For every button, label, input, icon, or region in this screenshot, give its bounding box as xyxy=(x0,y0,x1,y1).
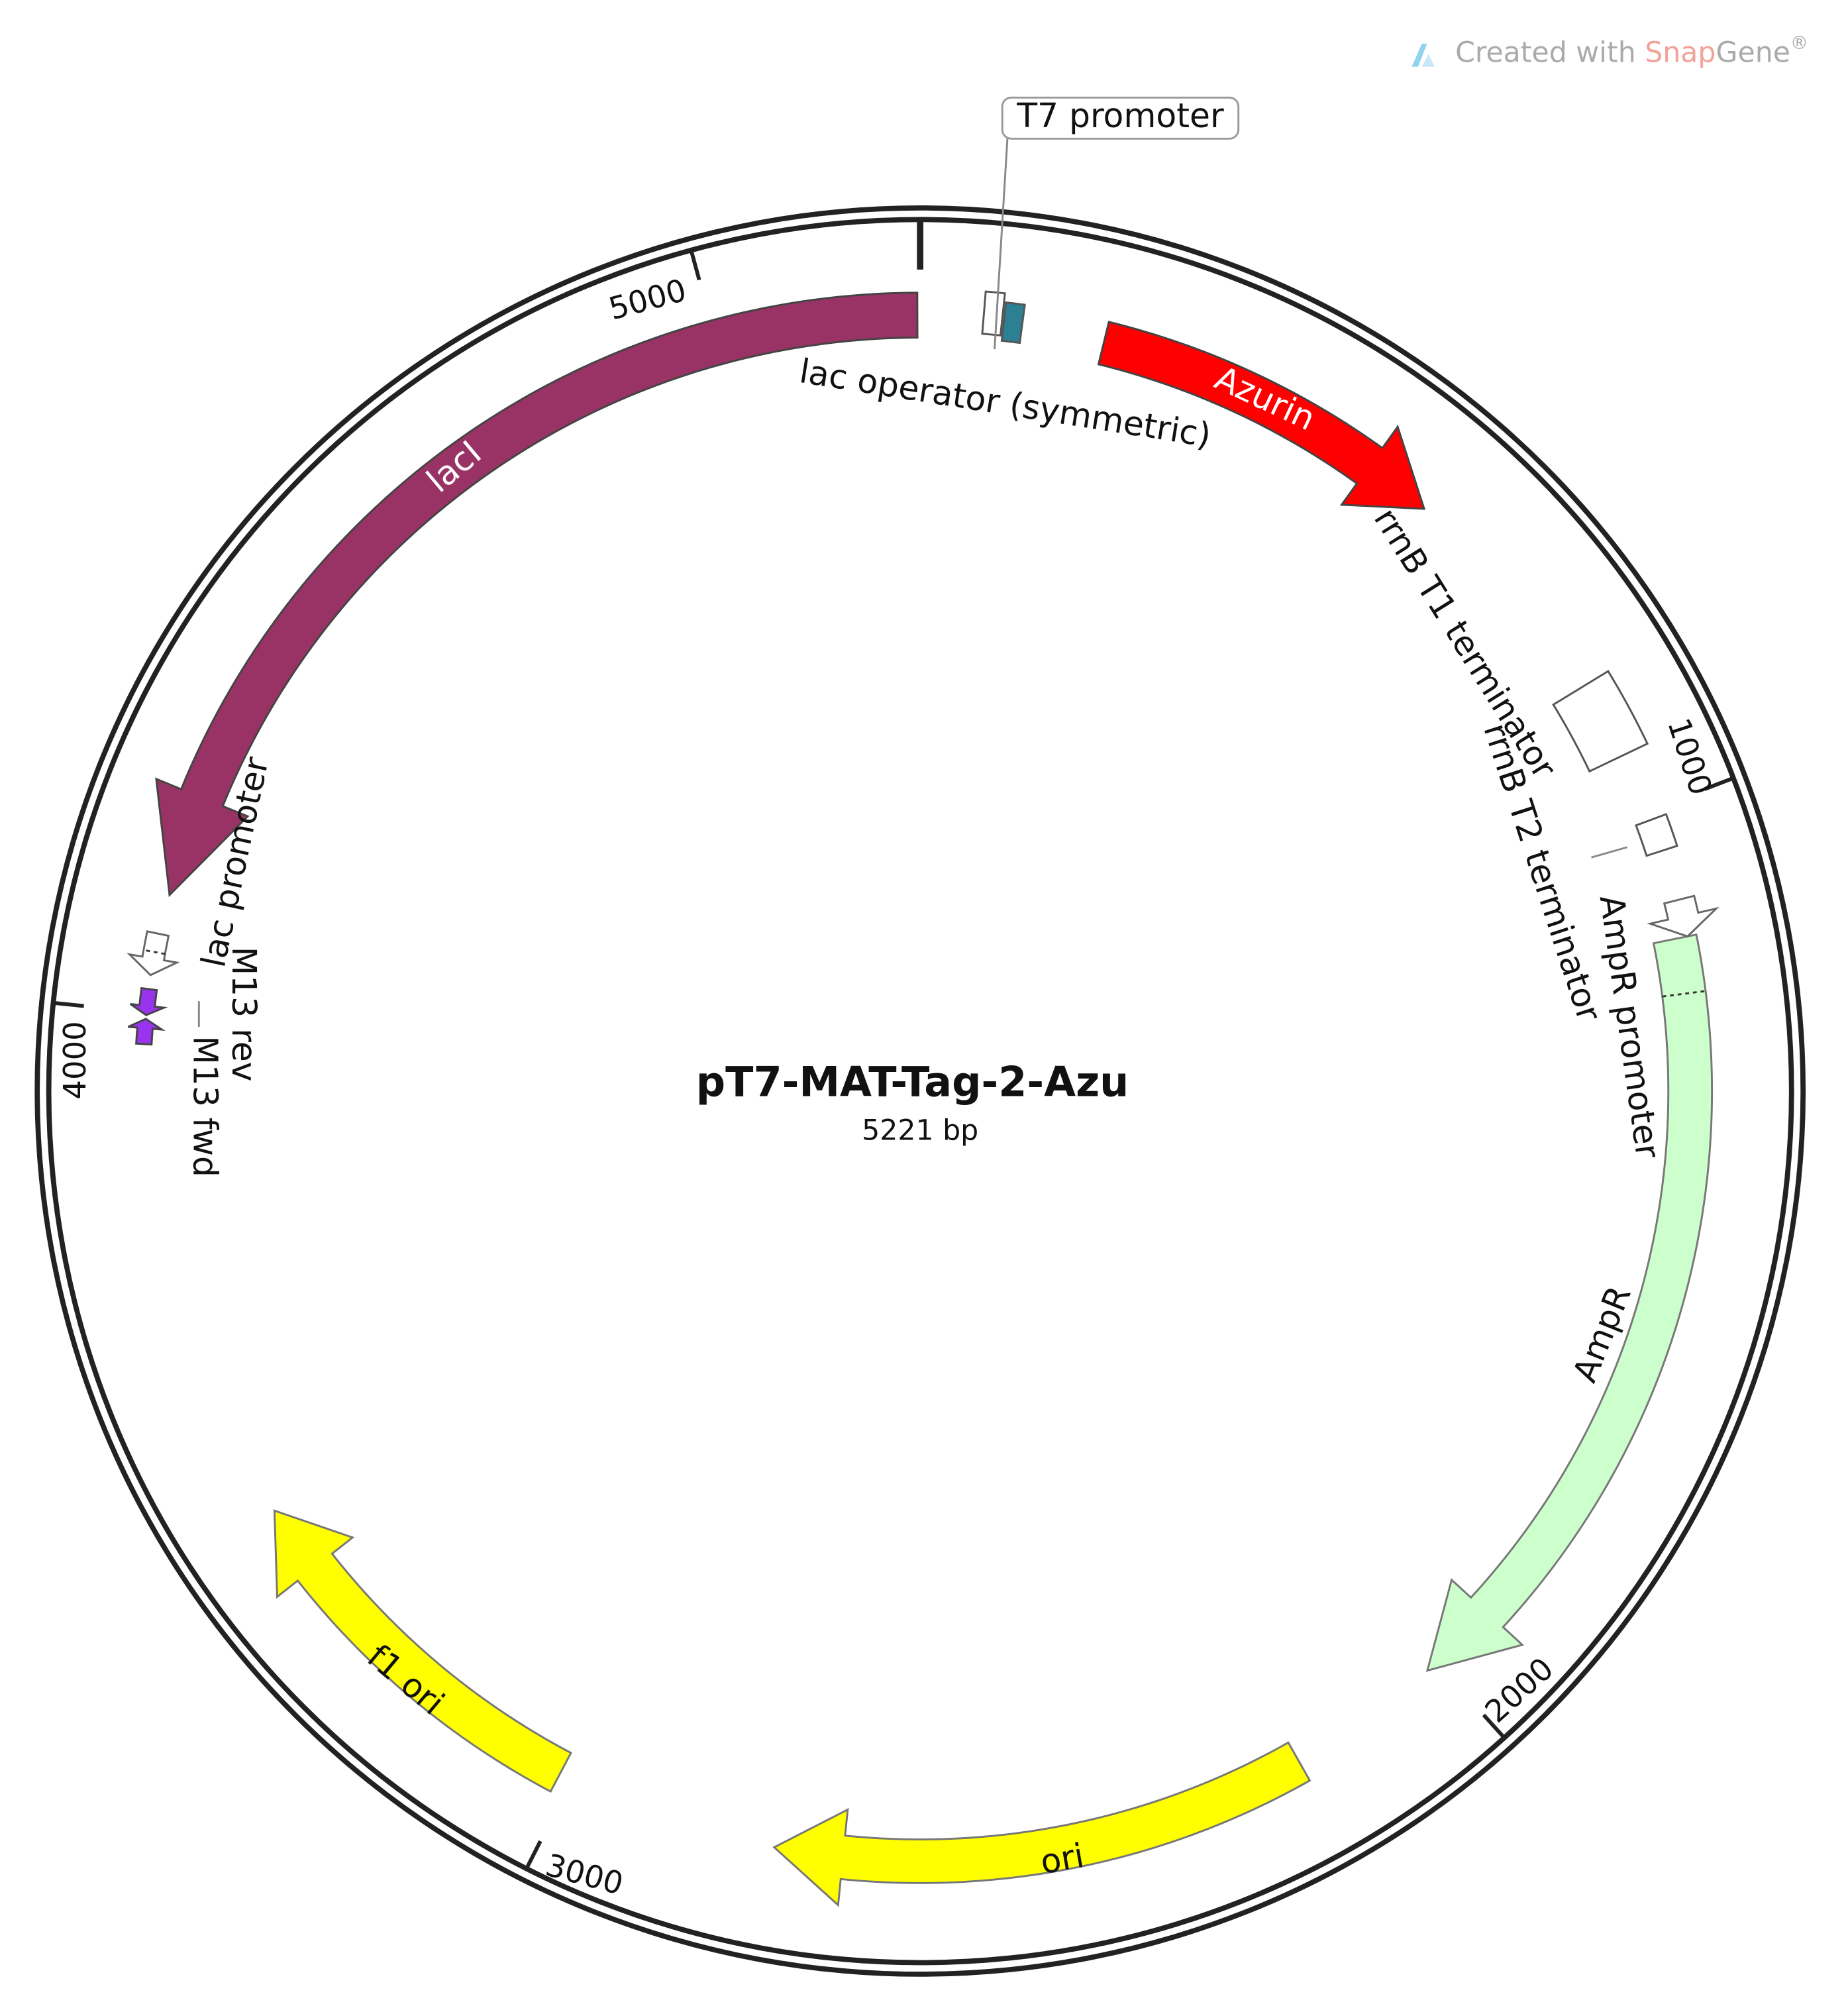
watermark-text: Created with SnapGene® xyxy=(1455,32,1808,68)
feature-divider xyxy=(143,949,166,955)
feature-arrow xyxy=(155,292,919,898)
ruler-label: 5000 xyxy=(605,272,690,327)
feature-label: AmpR promoter xyxy=(1592,892,1668,1161)
feature-label: T7 promoter xyxy=(1016,96,1224,135)
leader-line xyxy=(994,138,1009,350)
ruler-label: 4000 xyxy=(57,1021,93,1099)
ruler-tick xyxy=(1704,776,1735,791)
feature-label: ori xyxy=(1037,1836,1087,1882)
feature-box xyxy=(1552,670,1649,773)
watermark-prefix: Created with xyxy=(1455,36,1645,69)
feature-arrow xyxy=(129,986,168,1016)
feature-box xyxy=(1000,301,1026,344)
watermark-mark: ® xyxy=(1790,32,1808,53)
feature-arrow xyxy=(273,1509,572,1793)
features xyxy=(127,290,1720,1907)
watermark-brand: Snap xyxy=(1645,36,1716,69)
feature-arrow xyxy=(127,1018,166,1046)
feature-arrow xyxy=(127,930,180,977)
feature-arrow xyxy=(1425,933,1714,1672)
ruler-tick xyxy=(1482,1713,1506,1740)
feature-arrow xyxy=(772,1741,1311,1907)
feature-arrow xyxy=(1647,894,1720,938)
watermark-logo xyxy=(1421,54,1435,67)
ruler-tick xyxy=(525,1840,542,1870)
feature-box xyxy=(981,290,1006,337)
feature-label: M13 fwd xyxy=(186,1035,225,1177)
watermark: Created with SnapGene® xyxy=(1412,32,1808,69)
label-box xyxy=(1001,96,1240,140)
feature-arrow xyxy=(1097,321,1426,510)
plasmid-length: 5221 bp xyxy=(862,1114,978,1147)
ruler-tick xyxy=(689,249,701,281)
feature-label: rrnB T1 terminator xyxy=(1366,501,1564,785)
feature-box xyxy=(1635,813,1678,857)
ruler-tick xyxy=(53,1000,84,1008)
feature-label: M13 rev xyxy=(225,947,264,1082)
leader-line xyxy=(1591,846,1628,859)
watermark-brand: Gene xyxy=(1716,36,1790,69)
watermark-logo xyxy=(1412,43,1427,67)
backbone-outer xyxy=(34,205,1806,1977)
ruler-label: 2000 xyxy=(1478,1650,1561,1729)
plasmid-name: pT7-MAT-Tag-2-Azu xyxy=(696,1057,1129,1106)
